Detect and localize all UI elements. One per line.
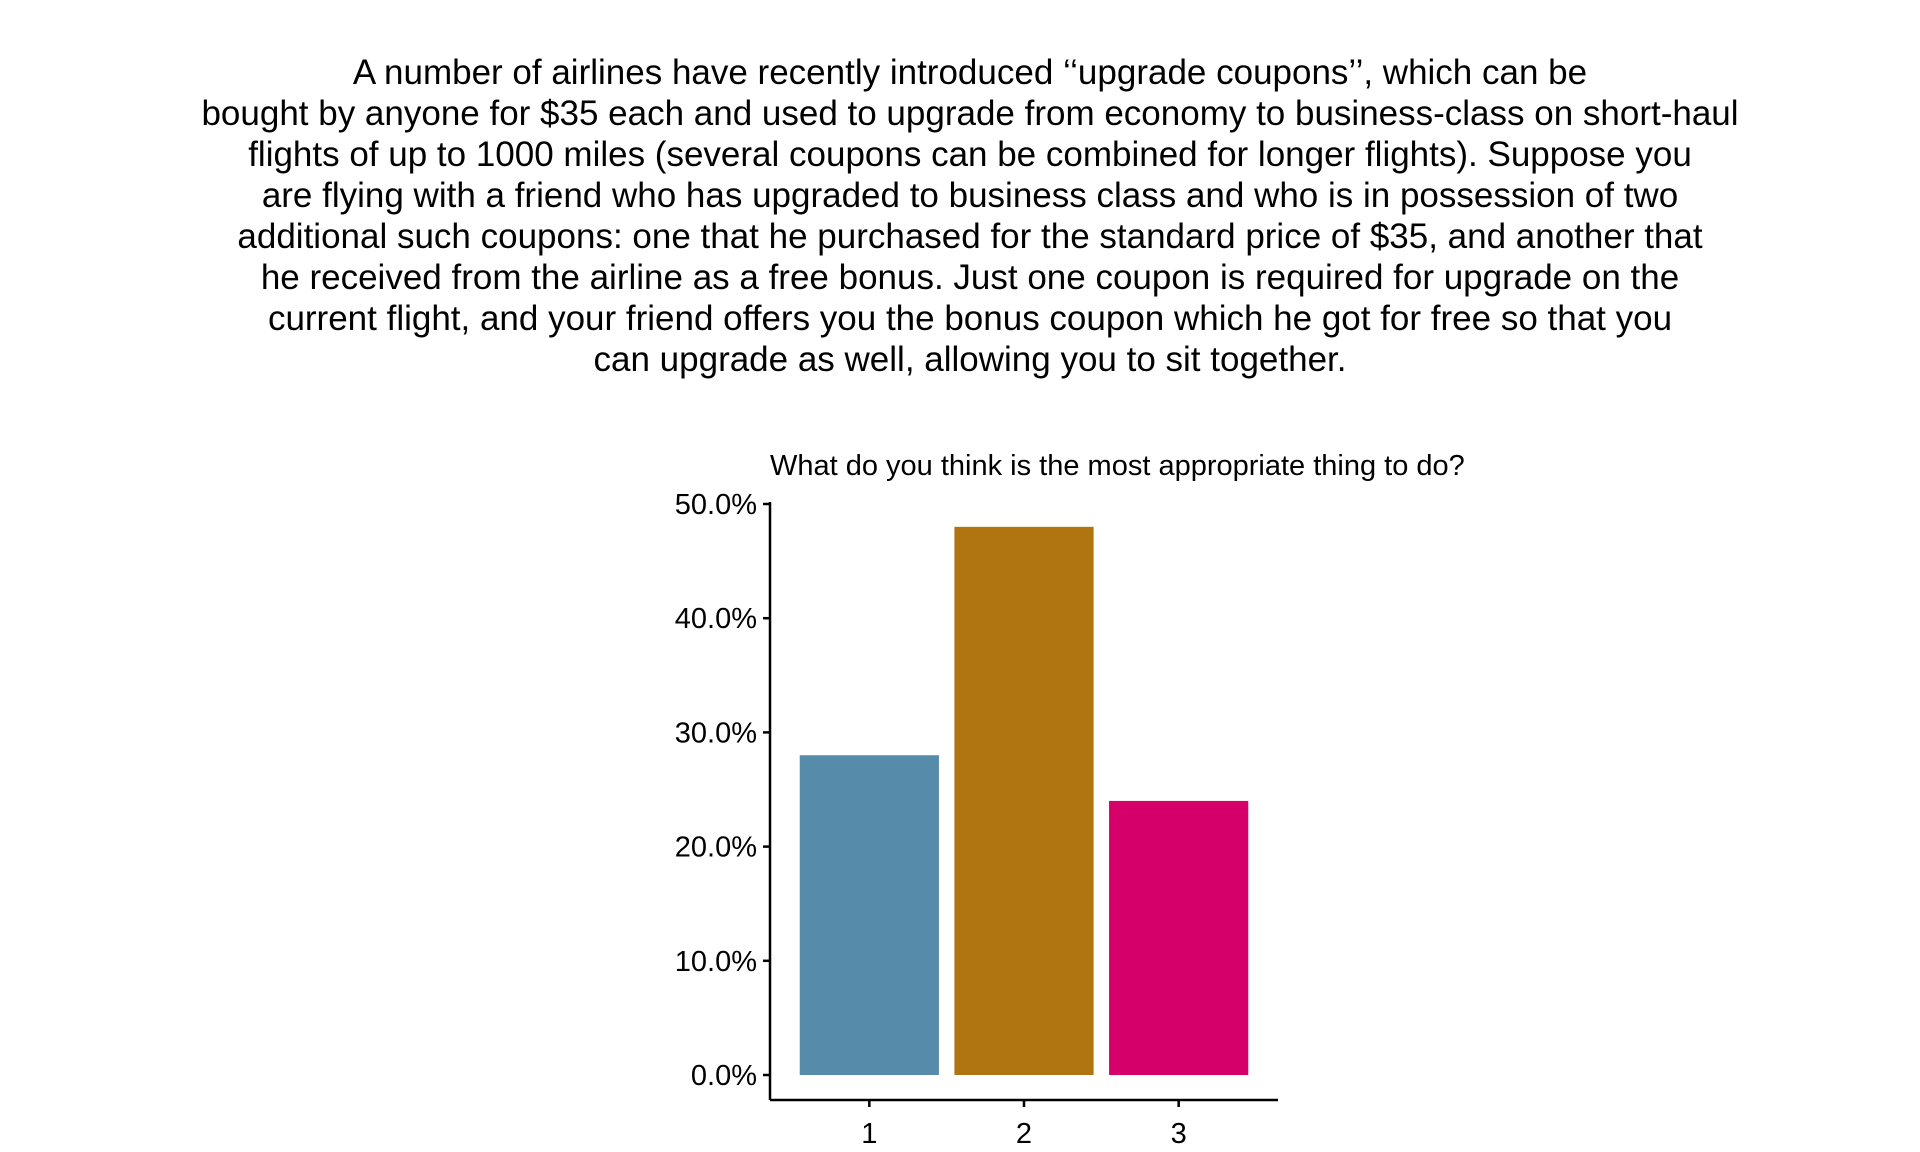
- bar-1: [799, 755, 939, 1075]
- scenario-line: current flight, and your friend offers y…: [267, 299, 1673, 338]
- x-axis-ticks: 1 2 3: [861, 1100, 1187, 1150]
- scenario-line: bought by anyone for $35 each and used t…: [201, 94, 1739, 133]
- bars: [799, 526, 1249, 1075]
- y-tick-label: 30.0%: [675, 717, 757, 749]
- bar-2: [954, 526, 1094, 1075]
- x-tick-label: 3: [1171, 1118, 1187, 1150]
- scenario-line: flights of up to 1000 miles (several cou…: [248, 135, 1692, 174]
- y-tick-label: 20.0%: [675, 832, 757, 864]
- y-tick-label: 0.0%: [691, 1060, 757, 1092]
- chart-title: What do you think is the most appropriat…: [770, 450, 1465, 482]
- y-axis-ticks: 0.0% 10.0% 20.0% 30.0% 40.0% 50.0%: [675, 489, 770, 1092]
- scenario-line: A number of airlines have recently intro…: [352, 53, 1588, 92]
- scenario-line: can upgrade as well, allowing you to sit…: [593, 340, 1347, 379]
- scenario-line: are flying with a friend who has upgrade…: [261, 176, 1679, 215]
- scenario-line: he received from the airline as a free b…: [260, 258, 1680, 297]
- scenario-line: additional such coupons: one that he pur…: [237, 217, 1703, 256]
- y-tick-label: 10.0%: [675, 946, 757, 978]
- y-tick-label: 40.0%: [675, 603, 757, 635]
- x-tick-label: 2: [1016, 1118, 1032, 1150]
- y-tick-label: 50.0%: [675, 489, 757, 521]
- x-tick-label: 1: [861, 1118, 877, 1150]
- scenario-text: A number of airlines have recently intro…: [120, 52, 1820, 380]
- bar-3: [1109, 800, 1249, 1075]
